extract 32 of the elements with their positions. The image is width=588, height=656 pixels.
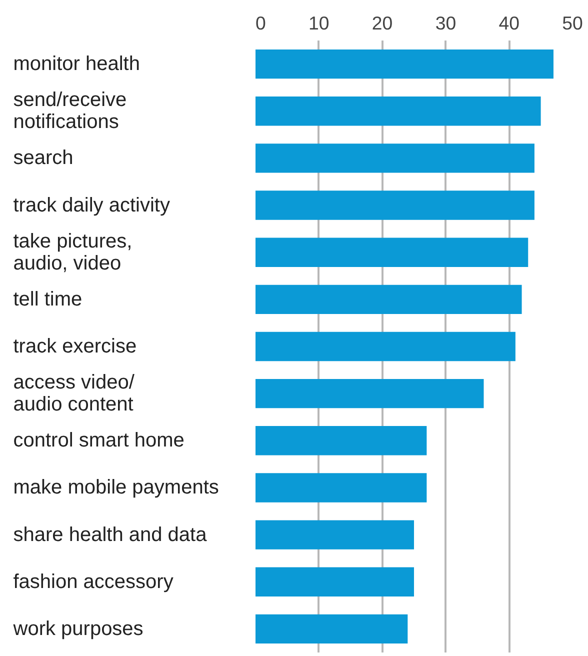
bar	[256, 378, 484, 408]
bar	[256, 284, 522, 314]
y-tick-label: search	[13, 147, 74, 170]
x-tick-label: 0	[256, 12, 266, 34]
bar	[256, 567, 414, 596]
y-tick-label: make mobile payments	[13, 476, 219, 499]
x-tick-label: 50	[562, 12, 583, 34]
x-tick-label: 20	[372, 12, 393, 34]
bar	[256, 144, 534, 173]
y-tick-label: tell time	[13, 288, 82, 310]
x-tick-label: 40	[498, 12, 520, 34]
bar	[256, 96, 541, 126]
bar	[256, 190, 534, 220]
y-tick-label: send/receive notifications	[13, 89, 127, 134]
y-tick-label: track exercise	[13, 336, 137, 358]
x-tick-label: 30	[435, 12, 456, 34]
y-tick-label: share health and data	[13, 524, 208, 546]
y-tick-label: monitor health	[13, 53, 140, 76]
bar	[256, 49, 554, 79]
bar	[256, 238, 528, 267]
y-tick-label: work purposes	[12, 618, 144, 640]
bar	[256, 332, 516, 362]
y-tick-label: fashion accessory	[13, 570, 174, 593]
bar	[256, 473, 427, 502]
bar	[256, 614, 408, 644]
y-tick-label: control smart home	[13, 430, 184, 452]
bar	[256, 520, 414, 550]
x-tick-label: 10	[308, 12, 330, 34]
bar	[256, 426, 427, 456]
y-tick-label: track daily activity	[13, 194, 170, 216]
y-tick-label: take pictures, audio, video	[13, 230, 132, 274]
y-tick-label: access video/ audio content	[13, 372, 135, 416]
